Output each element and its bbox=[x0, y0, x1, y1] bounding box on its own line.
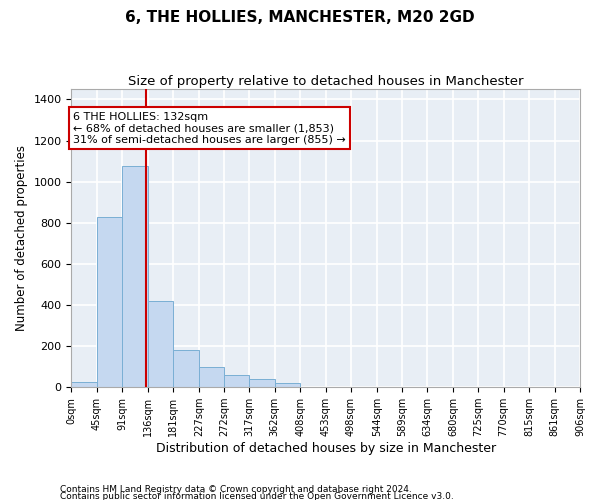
Title: Size of property relative to detached houses in Manchester: Size of property relative to detached ho… bbox=[128, 75, 523, 88]
Bar bbox=[224, 376, 250, 387]
Text: Contains HM Land Registry data © Crown copyright and database right 2024.: Contains HM Land Registry data © Crown c… bbox=[60, 486, 412, 494]
Bar bbox=[122, 166, 148, 387]
Text: 6, THE HOLLIES, MANCHESTER, M20 2GD: 6, THE HOLLIES, MANCHESTER, M20 2GD bbox=[125, 10, 475, 25]
Bar bbox=[97, 216, 122, 387]
Bar bbox=[275, 383, 301, 387]
Text: Contains public sector information licensed under the Open Government Licence v3: Contains public sector information licen… bbox=[60, 492, 454, 500]
X-axis label: Distribution of detached houses by size in Manchester: Distribution of detached houses by size … bbox=[155, 442, 496, 455]
Bar bbox=[199, 366, 224, 387]
Y-axis label: Number of detached properties: Number of detached properties bbox=[15, 145, 28, 331]
Bar bbox=[250, 380, 275, 387]
Text: 6 THE HOLLIES: 132sqm
← 68% of detached houses are smaller (1,853)
31% of semi-d: 6 THE HOLLIES: 132sqm ← 68% of detached … bbox=[73, 112, 346, 145]
Bar bbox=[71, 382, 97, 387]
Bar bbox=[173, 350, 199, 387]
Bar bbox=[148, 301, 173, 387]
